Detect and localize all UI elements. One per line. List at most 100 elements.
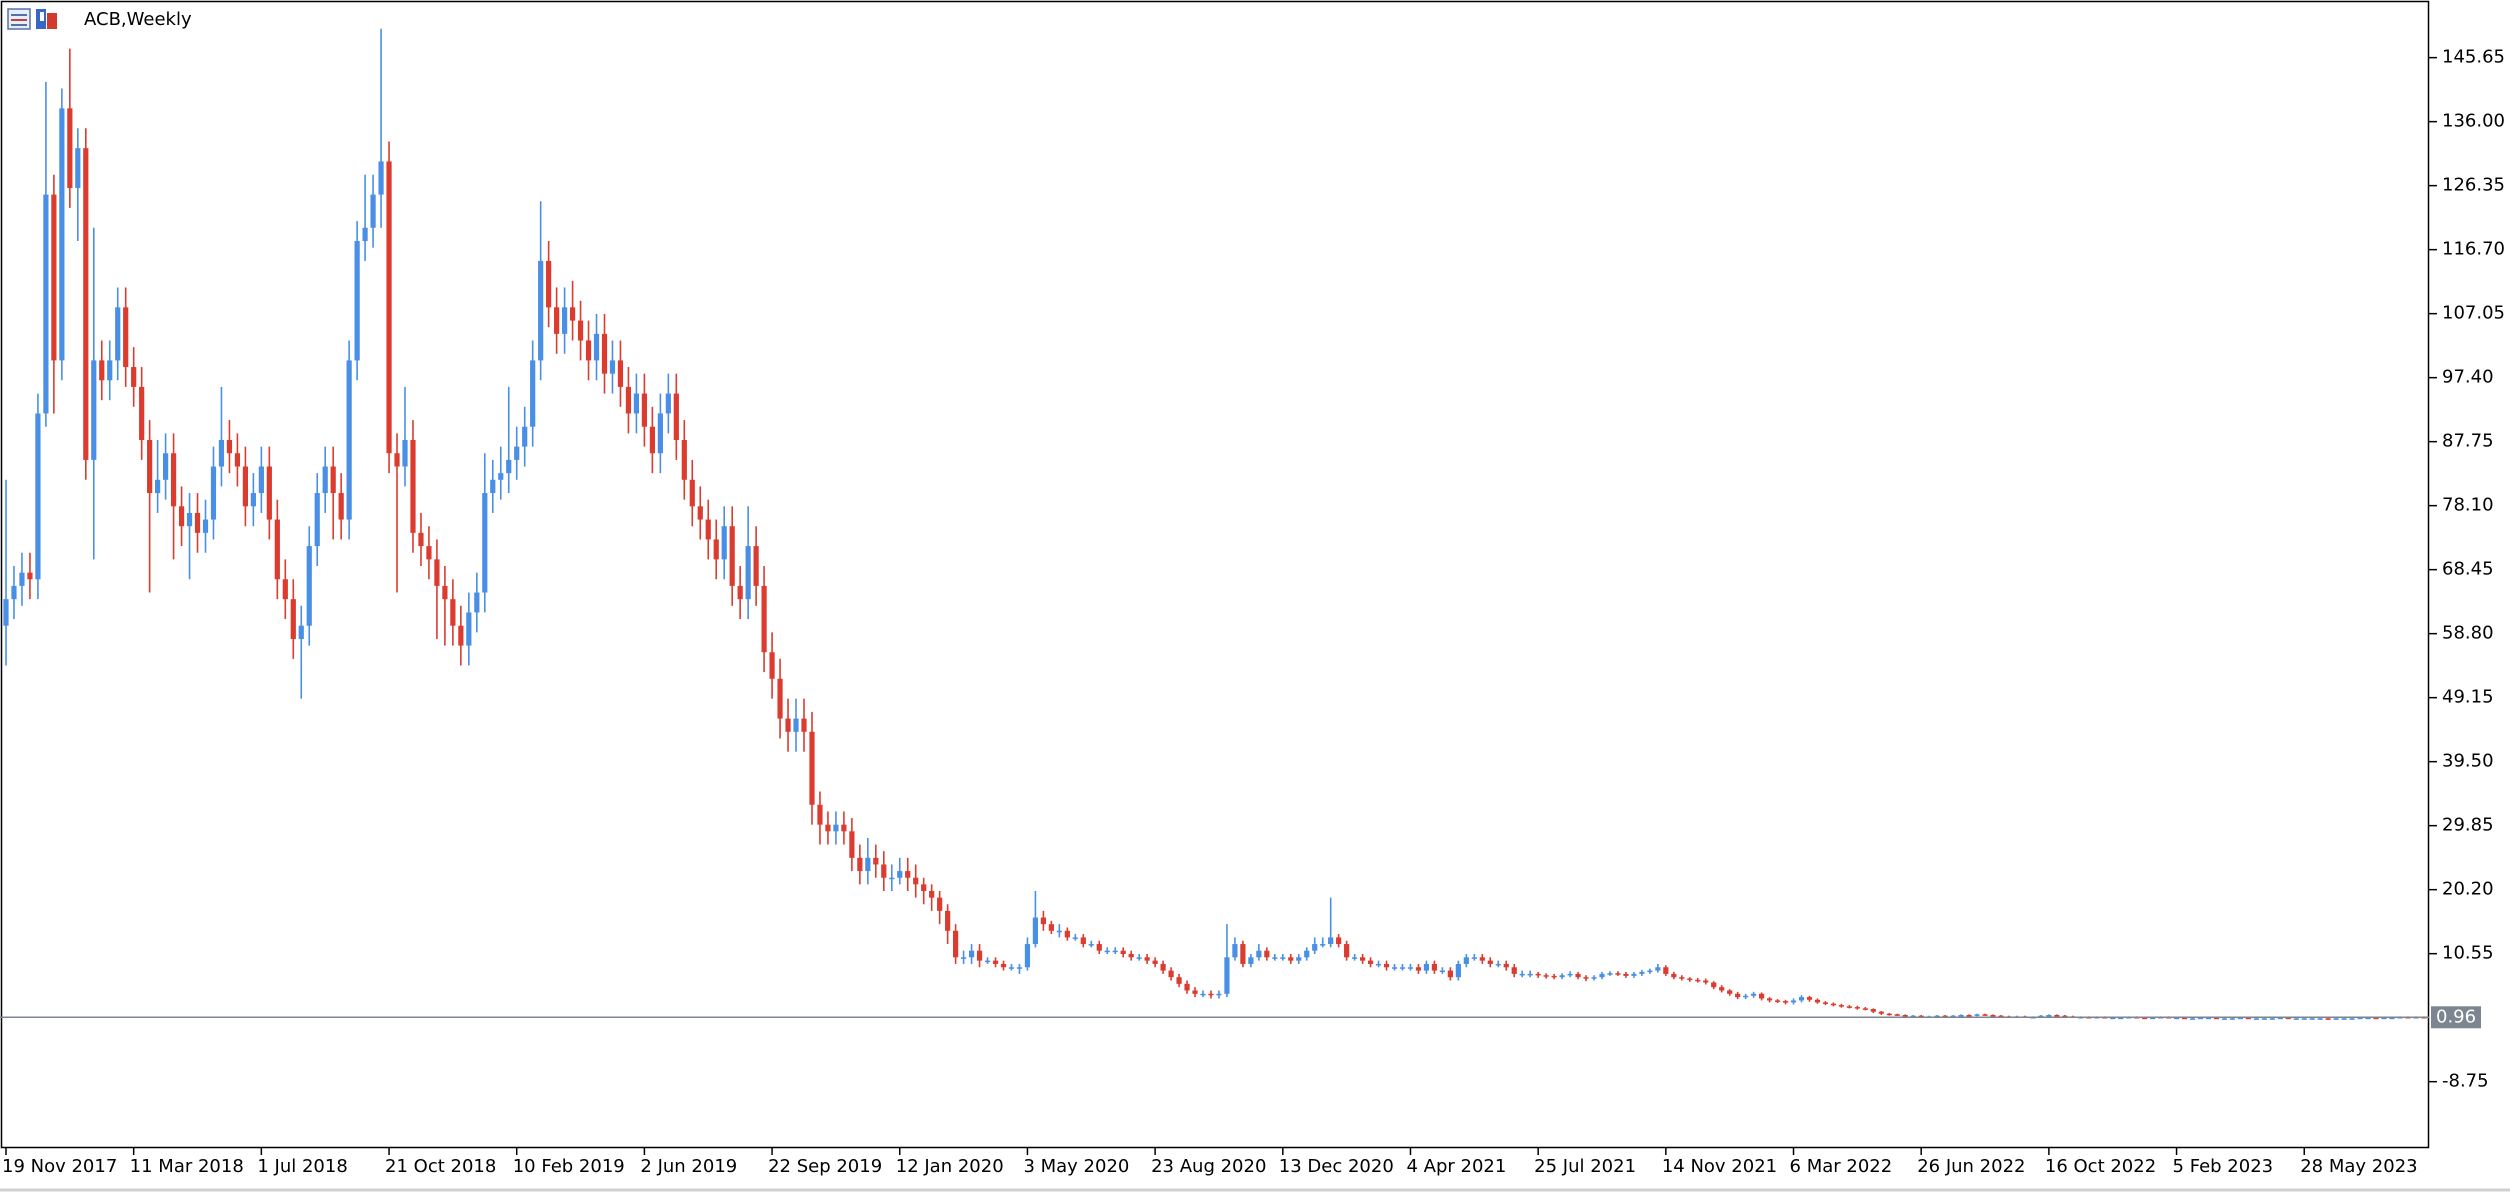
candle-body bbox=[1711, 982, 1717, 988]
candle-body bbox=[2237, 1017, 2243, 1020]
candle-body bbox=[123, 307, 129, 368]
candle-body bbox=[793, 718, 799, 732]
y-tick-label: 145.65 bbox=[2442, 47, 2505, 68]
candle-body bbox=[314, 493, 320, 547]
candle-body bbox=[1838, 1005, 1844, 1007]
candle-body bbox=[1360, 957, 1366, 961]
candle-body bbox=[785, 718, 791, 732]
candle-body bbox=[43, 194, 49, 414]
candle-body bbox=[1487, 960, 1493, 964]
x-tick-label: 26 Jun 2022 bbox=[1917, 1156, 2025, 1177]
candle-body bbox=[976, 950, 983, 961]
x-tick-label: 3 May 2020 bbox=[1023, 1156, 1129, 1177]
candle-body bbox=[961, 957, 967, 959]
candle-body bbox=[2333, 1018, 2339, 1020]
candle-body bbox=[2325, 1018, 2331, 1020]
candle-body bbox=[1399, 967, 1406, 969]
candle-body bbox=[1479, 957, 1485, 961]
candle-body bbox=[1894, 1014, 1900, 1016]
candle-body bbox=[1455, 963, 1461, 978]
x-tick-label: 11 Mar 2018 bbox=[130, 1156, 244, 1177]
candle-body bbox=[1471, 957, 1477, 959]
x-tick-label: 13 Dec 2020 bbox=[1279, 1156, 1394, 1177]
candle-body bbox=[968, 950, 975, 958]
candle-body bbox=[330, 466, 336, 494]
candle-body bbox=[378, 161, 384, 195]
candle-body bbox=[737, 585, 743, 600]
candle-body bbox=[522, 426, 528, 447]
candle-body bbox=[673, 393, 679, 440]
candle-body bbox=[67, 108, 73, 188]
x-tick-label: 12 Jan 2020 bbox=[896, 1156, 1004, 1177]
y-tick-label: 58.80 bbox=[2442, 623, 2494, 644]
candle-body bbox=[1176, 977, 1182, 984]
candle-body bbox=[1144, 957, 1150, 961]
chart-title: ACB,Weekly bbox=[84, 9, 192, 30]
candle-body bbox=[2229, 1018, 2236, 1020]
candle-body bbox=[266, 466, 272, 520]
candle-body bbox=[1320, 944, 1326, 946]
candle-body bbox=[2189, 1018, 2196, 1020]
candle-body bbox=[2365, 1017, 2371, 1020]
x-tick-label: 14 Nov 2021 bbox=[1662, 1156, 1777, 1177]
candle-body bbox=[865, 857, 871, 872]
candle-body bbox=[402, 439, 408, 467]
candle-body bbox=[2062, 1015, 2068, 1018]
candle-body bbox=[1391, 967, 1398, 969]
candle-body bbox=[713, 539, 719, 560]
candle-body bbox=[186, 512, 193, 527]
candle-body bbox=[458, 625, 464, 646]
candle-body bbox=[681, 439, 687, 480]
candle-body bbox=[2349, 1018, 2355, 1020]
candle-body bbox=[1886, 1013, 1892, 1016]
candle-body bbox=[1168, 970, 1174, 978]
candle-body bbox=[1056, 930, 1062, 933]
candle-body bbox=[226, 439, 233, 454]
candle-body bbox=[1248, 957, 1254, 964]
candle-body bbox=[1846, 1006, 1852, 1008]
candle-body bbox=[3, 599, 9, 626]
candle-body bbox=[577, 320, 584, 341]
candle-body bbox=[1990, 1015, 1996, 1017]
candle-body bbox=[1766, 998, 1773, 1001]
candle-body bbox=[897, 871, 903, 878]
candle-body bbox=[593, 333, 600, 361]
candle-body bbox=[1575, 973, 1581, 978]
candle-body bbox=[649, 426, 655, 454]
candle-body bbox=[1958, 1015, 1964, 1017]
candle-body bbox=[1511, 967, 1517, 974]
candle-body bbox=[2277, 1017, 2283, 1020]
candle-body bbox=[298, 625, 304, 639]
candle-body bbox=[2181, 1017, 2188, 1020]
candle-body bbox=[1950, 1015, 1956, 1018]
candle-body bbox=[1072, 937, 1078, 939]
candle-body bbox=[1870, 1009, 1876, 1012]
candle-body bbox=[617, 360, 624, 387]
candle-body bbox=[1352, 957, 1358, 959]
candle-body bbox=[881, 864, 887, 878]
candle-body bbox=[35, 413, 41, 580]
candle-body bbox=[1208, 993, 1214, 996]
candle-body bbox=[546, 260, 552, 308]
candle-body bbox=[530, 360, 536, 427]
candle-body bbox=[1527, 973, 1533, 976]
candle-body bbox=[1096, 944, 1102, 951]
candle-body bbox=[466, 612, 472, 646]
candle-body bbox=[282, 579, 288, 600]
candle-body bbox=[1136, 957, 1142, 959]
candle-body bbox=[450, 599, 456, 626]
candle-body bbox=[2046, 1015, 2052, 1017]
candle-body bbox=[155, 479, 161, 494]
candle-body bbox=[290, 599, 296, 639]
candle-body bbox=[1862, 1008, 1868, 1010]
candle-body bbox=[921, 884, 927, 891]
candle-body bbox=[1032, 917, 1039, 945]
candle-body bbox=[1048, 924, 1054, 931]
y-tick-label: 87.75 bbox=[2442, 431, 2494, 452]
candle-body bbox=[1719, 987, 1725, 991]
candle-body bbox=[1615, 973, 1621, 975]
candle-body bbox=[562, 307, 568, 334]
candle-body bbox=[306, 546, 312, 626]
y-tick-label: 97.40 bbox=[2442, 367, 2494, 388]
